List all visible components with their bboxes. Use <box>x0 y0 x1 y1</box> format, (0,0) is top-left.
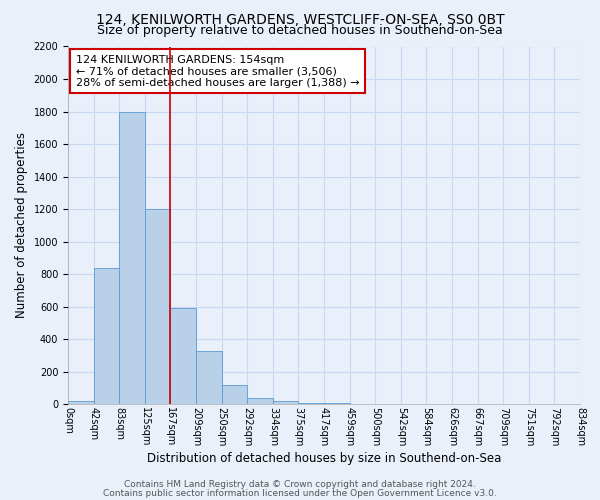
Text: 124, KENILWORTH GARDENS, WESTCLIFF-ON-SEA, SS0 0BT: 124, KENILWORTH GARDENS, WESTCLIFF-ON-SE… <box>95 12 505 26</box>
Bar <box>170 308 196 404</box>
Y-axis label: Number of detached properties: Number of detached properties <box>15 132 28 318</box>
Bar <box>94 268 119 404</box>
Bar <box>247 398 273 404</box>
Text: Contains public sector information licensed under the Open Government Licence v3: Contains public sector information licen… <box>103 488 497 498</box>
Bar <box>221 385 247 404</box>
Text: Size of property relative to detached houses in Southend-on-Sea: Size of property relative to detached ho… <box>97 24 503 37</box>
Bar <box>273 401 298 404</box>
Text: Contains HM Land Registry data © Crown copyright and database right 2024.: Contains HM Land Registry data © Crown c… <box>124 480 476 489</box>
X-axis label: Distribution of detached houses by size in Southend-on-Sea: Distribution of detached houses by size … <box>147 452 501 465</box>
Bar <box>196 350 221 405</box>
Bar <box>68 401 94 404</box>
Bar <box>119 112 145 405</box>
Text: 124 KENILWORTH GARDENS: 154sqm
← 71% of detached houses are smaller (3,506)
28% : 124 KENILWORTH GARDENS: 154sqm ← 71% of … <box>76 54 359 88</box>
Bar <box>145 209 170 404</box>
